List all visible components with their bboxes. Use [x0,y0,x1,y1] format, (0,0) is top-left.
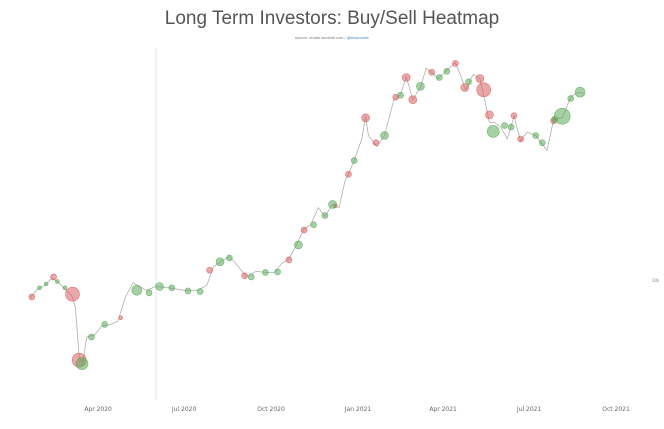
y-tick-label: 10k [652,278,660,283]
buy-bubble[interactable] [294,240,303,250]
sell-bubble[interactable] [300,226,308,234]
buy-bubble[interactable] [574,86,586,98]
subtitle-source: source: charts.woobull.com / [295,35,347,40]
buy-bubble[interactable] [321,212,329,219]
buy-bubble[interactable] [538,139,546,146]
buy-bubble[interactable] [88,333,95,341]
buy-bubble[interactable] [247,273,255,281]
sell-bubble[interactable] [485,110,494,120]
x-tick-label: Oct 2021 [602,406,630,413]
buy-bubble[interactable] [501,122,508,129]
buy-bubble[interactable] [380,131,389,140]
buy-bubble[interactable] [101,321,108,328]
x-tick-label: Jul 2020 [171,406,197,413]
sell-bubble[interactable] [241,272,248,280]
sell-bubble[interactable] [517,135,524,143]
sell-bubble[interactable] [345,171,352,178]
buy-bubble[interactable] [465,78,472,86]
buy-bubble[interactable] [486,125,500,138]
x-tick-label: Apr 2020 [84,406,112,413]
sell-bubble[interactable] [510,112,518,119]
x-tick-label: Jul 2021 [516,406,542,413]
sell-bubble[interactable] [206,266,213,274]
subtitle-link[interactable]: @woonomic [346,35,369,40]
buy-bubble[interactable] [184,287,192,295]
buy-bubble[interactable] [350,157,358,164]
sell-bubble[interactable] [50,273,57,281]
buy-bubble[interactable] [196,288,204,295]
sell-bubble[interactable] [408,95,418,104]
buy-bubble[interactable] [397,91,404,99]
buy-bubble[interactable] [507,123,515,131]
chart-title: Long Term Investors: Buy/Sell Heatmap [164,8,500,29]
sell-bubble[interactable] [428,69,436,76]
buy-bubble[interactable] [416,82,425,91]
buy-bubble[interactable] [43,281,49,287]
buy-bubble[interactable] [75,357,89,371]
buy-bubble[interactable] [62,285,68,291]
y-axis-ticks: 10k [652,278,660,283]
buy-bubble[interactable] [37,285,42,291]
sell-bubble[interactable] [372,139,380,146]
sell-bubble[interactable] [28,293,36,301]
buy-bubble[interactable] [55,279,60,284]
sell-bubble[interactable] [475,74,485,83]
buy-bubble[interactable] [310,221,317,229]
sell-bubble[interactable] [476,82,492,98]
buy-bubble[interactable] [131,284,143,296]
buy-bubble[interactable] [226,254,233,262]
price-line [29,61,584,364]
buy-bubble[interactable] [274,268,281,276]
sell-bubble[interactable] [285,256,293,264]
sell-bubble[interactable] [361,113,370,123]
sell-bubble[interactable] [118,315,123,321]
chart-subtitle: source: charts.woobull.com / @woonomic [0,35,664,40]
sell-bubble[interactable] [401,73,411,82]
buy-bubble[interactable] [532,132,540,139]
buy-bubble[interactable] [262,269,269,276]
x-tick-label: Apr 2021 [429,406,457,413]
buy-bubble[interactable] [328,200,337,209]
buy-bubble[interactable] [155,282,164,291]
buy-bubble[interactable] [553,108,571,125]
buy-bubble[interactable] [215,257,225,267]
buy-bubble[interactable] [168,284,176,292]
buy-bubble[interactable] [435,74,443,81]
x-axis-ticks: Apr 2020 Jul 2020 Oct 2020 Jan 2021 Apr 2021… [84,406,630,413]
price-line-layer [29,61,584,364]
sell-bubble[interactable] [65,286,80,302]
x-tick-label: Jan 2021 [344,406,372,413]
bubble-layer [28,60,586,371]
sell-bubble[interactable] [460,83,470,92]
sell-bubble[interactable] [452,60,459,67]
buy-bubble[interactable] [145,289,153,297]
buy-bubble[interactable] [443,68,451,75]
buy-bubble[interactable] [567,95,575,102]
x-tick-label: Oct 2020 [257,406,285,413]
